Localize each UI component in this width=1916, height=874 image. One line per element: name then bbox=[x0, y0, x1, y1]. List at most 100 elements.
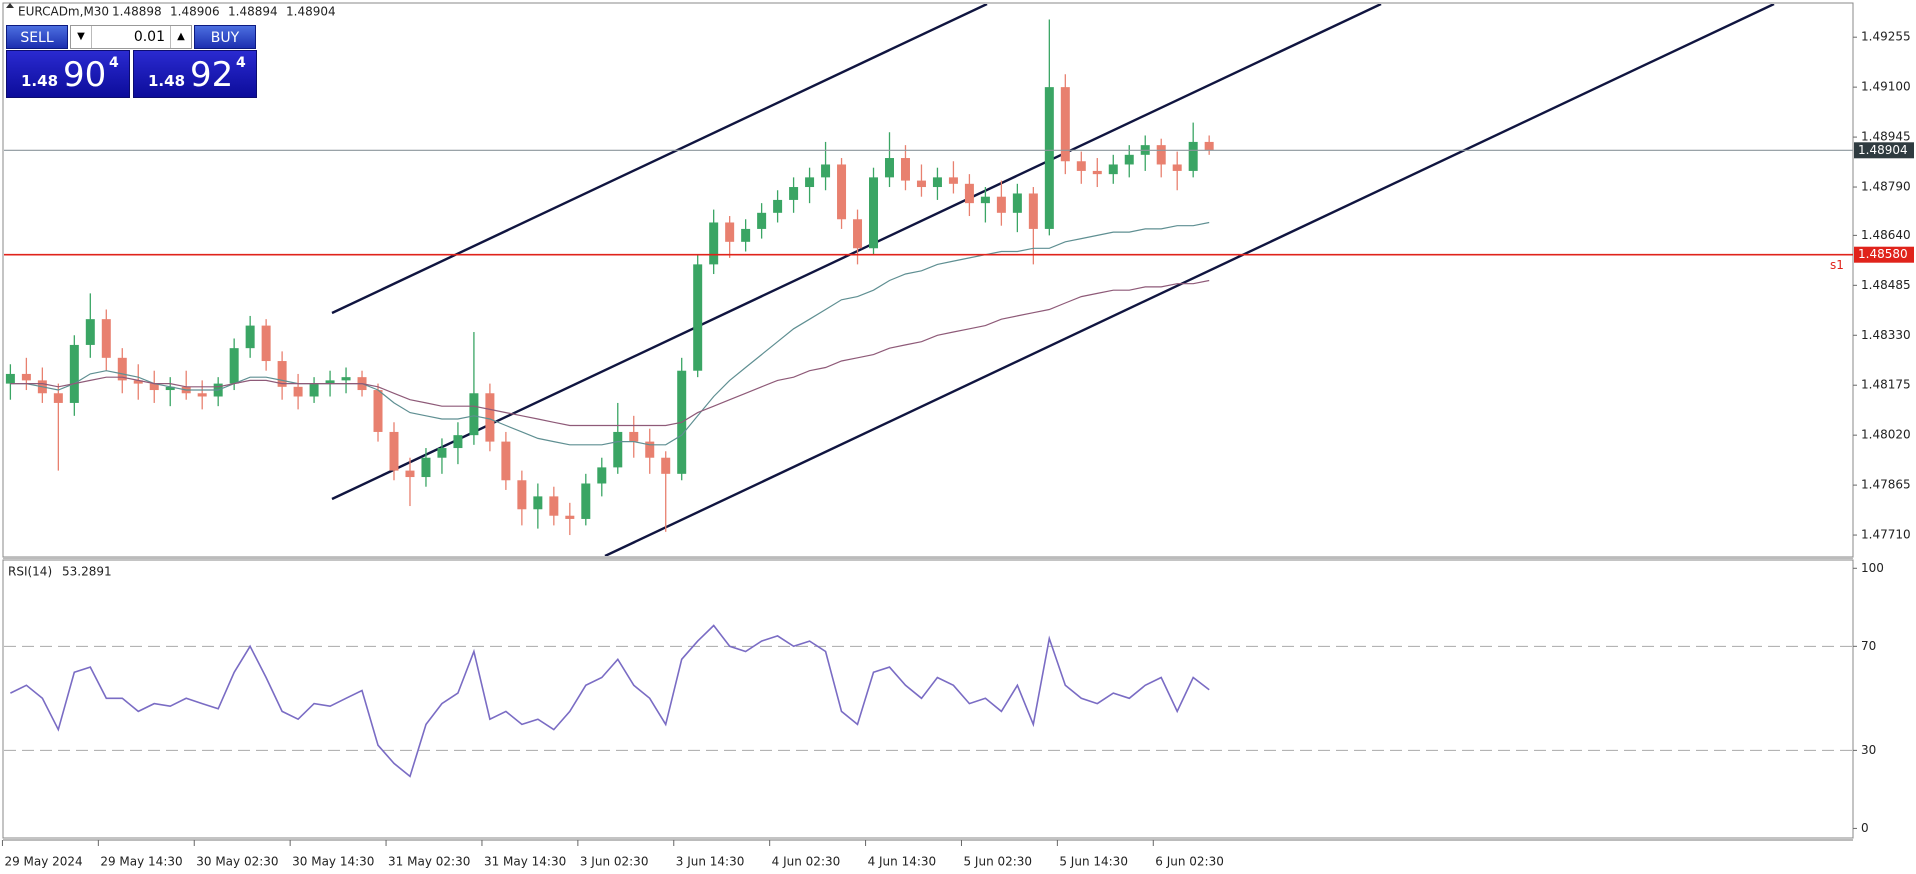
candle-body bbox=[757, 212, 767, 229]
candle-body bbox=[1108, 164, 1118, 175]
y-tick-label: 70 bbox=[1861, 639, 1876, 653]
symbol: EURCADm,M30 bbox=[18, 5, 109, 19]
x-tick-label: 3 Jun 14:30 bbox=[676, 855, 745, 869]
candle-body bbox=[149, 383, 159, 391]
candle-body bbox=[741, 228, 751, 242]
trend-line bbox=[331, 4, 988, 315]
candle-body bbox=[421, 457, 431, 478]
y-tick-label: 1.48175 bbox=[1861, 378, 1911, 392]
x-tick-label: 6 Jun 02:30 bbox=[1155, 855, 1224, 869]
candle-body bbox=[277, 361, 287, 387]
candle-body bbox=[117, 357, 127, 381]
candle-body bbox=[980, 196, 990, 204]
x-tick-label: 30 May 14:30 bbox=[292, 855, 374, 869]
candle-body bbox=[501, 441, 511, 481]
level-name: s1 bbox=[1830, 258, 1844, 272]
x-tick-label: 31 May 14:30 bbox=[484, 855, 566, 869]
ask-main: 92 bbox=[190, 55, 234, 95]
level-label-bg bbox=[1854, 246, 1914, 263]
candle-body bbox=[197, 393, 207, 397]
y-tick-label: 1.47710 bbox=[1861, 528, 1911, 542]
bid-quote[interactable]: 1.48 90 4 bbox=[6, 50, 130, 98]
x-tick-label: 30 May 02:30 bbox=[196, 855, 278, 869]
rsi-pane bbox=[2, 559, 1854, 839]
rsi-line bbox=[10, 624, 1210, 778]
candle-body bbox=[964, 183, 974, 204]
candle-body bbox=[1076, 161, 1086, 171]
lot-value: 0.01 bbox=[133, 29, 165, 45]
candle-body bbox=[773, 199, 783, 213]
x-tick-label: 3 Jun 02:30 bbox=[580, 855, 649, 869]
candle-body bbox=[916, 180, 926, 188]
buy-button[interactable]: BUY bbox=[194, 25, 256, 49]
y-tick-label: 1.48945 bbox=[1861, 130, 1911, 144]
candle-body bbox=[341, 377, 351, 381]
header-low: 1.48894 bbox=[228, 5, 278, 19]
candle-body bbox=[53, 393, 63, 403]
candle-body bbox=[661, 457, 671, 474]
candle-body bbox=[1124, 154, 1134, 165]
candle-body bbox=[1156, 145, 1166, 165]
one-click-panel: SELL ▼ 0.01 ▲ BUY 1.48 90 4 1.48 92 4 bbox=[6, 25, 258, 98]
candle-body bbox=[853, 219, 863, 249]
x-tick-label: 29 May 2024 bbox=[4, 855, 82, 869]
candle-body bbox=[245, 325, 255, 349]
candle-body bbox=[85, 319, 95, 345]
candle-body bbox=[1060, 87, 1070, 162]
y-tick-label: 1.48330 bbox=[1861, 328, 1911, 342]
y-tick-label: 1.49255 bbox=[1861, 30, 1911, 44]
y-tick-label: 0 bbox=[1861, 821, 1869, 835]
candle-body bbox=[5, 373, 15, 384]
y-tick-label: 30 bbox=[1861, 743, 1876, 757]
candle-body bbox=[837, 164, 847, 220]
candle-body bbox=[1172, 164, 1182, 171]
candle-body bbox=[325, 380, 335, 384]
moving-average bbox=[10, 221, 1210, 446]
candle-body bbox=[1188, 141, 1198, 171]
candle-body bbox=[133, 380, 143, 384]
channel bbox=[331, 4, 1775, 556]
x-tick-label: 5 Jun 14:30 bbox=[1059, 855, 1128, 869]
candle-body bbox=[613, 431, 623, 468]
candle-body bbox=[565, 515, 575, 519]
candle-body bbox=[821, 164, 831, 178]
x-tick-label: 4 Jun 14:30 bbox=[868, 855, 937, 869]
candle-body bbox=[645, 441, 655, 458]
candle-body bbox=[437, 448, 447, 458]
candle-body bbox=[996, 196, 1006, 213]
trend-line bbox=[331, 4, 1382, 501]
bid-small: 4 bbox=[109, 55, 119, 71]
y-tick-label: 1.48640 bbox=[1861, 228, 1911, 242]
price-pane bbox=[2, 2, 1854, 558]
x-tick-label: 5 Jun 02:30 bbox=[963, 855, 1032, 869]
ask-small: 4 bbox=[236, 55, 246, 71]
x-tick-label: 4 Jun 02:30 bbox=[772, 855, 841, 869]
candle-body bbox=[309, 383, 319, 397]
ask-quote[interactable]: 1.48 92 4 bbox=[133, 50, 257, 98]
level-label: 1.48580 bbox=[1858, 247, 1908, 261]
candle-body bbox=[869, 177, 879, 249]
x-tick-label: 31 May 02:30 bbox=[388, 855, 470, 869]
candle-body bbox=[469, 393, 479, 436]
candle-body bbox=[725, 222, 735, 242]
y-tick-label: 1.48485 bbox=[1861, 278, 1911, 292]
candle-body bbox=[21, 373, 31, 381]
header-close: 1.48904 bbox=[286, 5, 336, 19]
candle-body bbox=[789, 187, 799, 200]
trend-line bbox=[604, 4, 1775, 556]
candle-body bbox=[101, 319, 111, 358]
candle-body bbox=[261, 325, 271, 362]
candle-body bbox=[517, 480, 527, 510]
candle-body bbox=[805, 177, 815, 188]
y-tick-label: 100 bbox=[1861, 561, 1884, 575]
collapse-icon[interactable] bbox=[6, 3, 14, 8]
sell-button[interactable]: SELL bbox=[6, 25, 68, 49]
indicator-name: RSI(14) bbox=[8, 565, 52, 579]
lot-field[interactable]: ▼ 0.01 ▲ bbox=[70, 25, 192, 49]
candle-body bbox=[165, 386, 175, 391]
candle-body bbox=[485, 393, 495, 442]
candle-body bbox=[932, 177, 942, 188]
candle-body bbox=[629, 431, 639, 442]
candle-body bbox=[69, 344, 79, 403]
